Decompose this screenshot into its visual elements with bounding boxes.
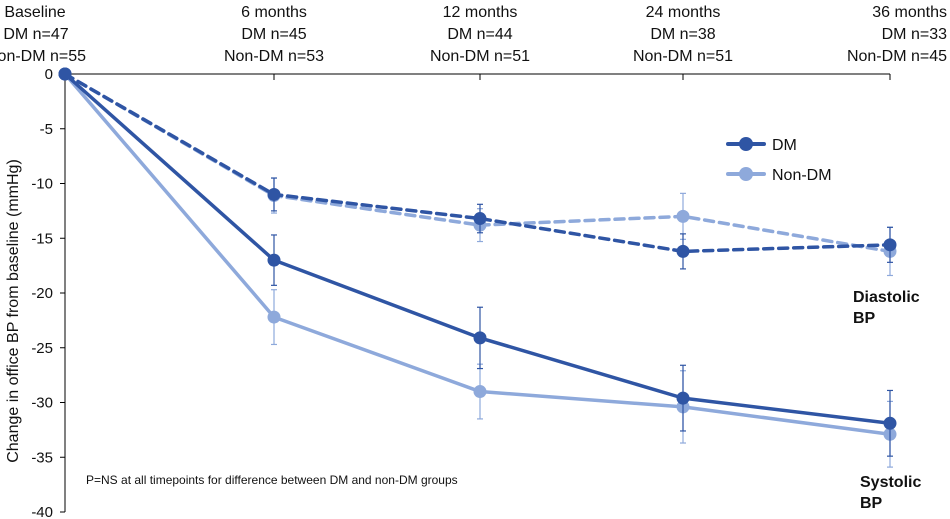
dm-n-label: DM n=47	[3, 26, 68, 43]
timepoint-label: 12 months	[443, 4, 518, 21]
nondm-n-label: Non-DM n=55	[0, 48, 86, 65]
y-tick-label: -10	[31, 176, 53, 193]
nondm-diastolic-point	[676, 209, 690, 223]
diastolic-label-line1: Diastolic	[853, 289, 920, 306]
y-tick-label: -5	[40, 121, 53, 138]
systolic-label-line2: BP	[860, 495, 883, 512]
nondm-n-label: Non-DM n=45	[847, 48, 947, 65]
dm-systolic-point	[267, 253, 281, 267]
timepoint-label: 36 months	[872, 4, 947, 21]
nondm-n-label: Non-DM n=51	[633, 48, 733, 65]
chart-legend: DM Non-DM	[726, 137, 832, 184]
y-axis-label: Change in office BP from baseline (mmHg)	[5, 159, 22, 463]
dm-n-label: DM n=44	[447, 26, 512, 43]
nondm-systolic-point	[267, 310, 281, 324]
timepoint-label: 6 months	[241, 4, 307, 21]
legend-marker	[739, 137, 753, 151]
dm-n-label: DM n=38	[650, 26, 715, 43]
nondm-n-label: Non-DM n=53	[224, 48, 324, 65]
dm-diastolic-point	[676, 244, 690, 258]
dm-n-label: DM n=33	[882, 26, 947, 43]
legend-label: Non-DM	[772, 167, 832, 184]
nondm-systolic-line	[63, 72, 892, 437]
chart-axes	[64, 73, 891, 512]
dm-diastolic-point	[883, 238, 897, 252]
timepoint-label: Baseline	[4, 4, 65, 21]
timepoint-header-labels: Baseline DM n=47 Non-DM n=55 6 months DM n=4…	[0, 4, 947, 65]
y-axis-ticks: 0 -5 -10 -15 -20 -25 -30 -35 -40	[31, 66, 65, 519]
legend-label: DM	[772, 137, 797, 154]
dm-diastolic-point	[473, 212, 487, 226]
y-tick-label: -25	[31, 340, 53, 357]
timepoint-label: 24 months	[646, 4, 721, 21]
nondm-systolic-point	[473, 385, 487, 399]
systolic-label-line1: Systolic	[860, 474, 921, 491]
footnote: P=NS at all timepoints for difference be…	[86, 473, 458, 487]
dm-systolic-point	[883, 416, 897, 430]
dm-systolic-point	[58, 67, 72, 81]
y-tick-label: -20	[31, 285, 53, 302]
diastolic-label-line2: BP	[853, 310, 876, 327]
dm-n-label: DM n=45	[241, 26, 306, 43]
y-tick-label: 0	[45, 66, 53, 83]
dm-systolic-point	[676, 391, 690, 405]
series-layer	[58, 67, 897, 468]
y-tick-label: -35	[31, 449, 53, 466]
y-tick-label: -40	[31, 504, 53, 519]
legend-marker	[739, 167, 753, 181]
y-tick-label: -30	[31, 395, 53, 412]
nondm-n-label: Non-DM n=51	[430, 48, 530, 65]
dm-diastolic-point	[267, 187, 281, 201]
y-tick-label: -15	[31, 230, 53, 247]
dm-systolic-point	[473, 331, 487, 345]
